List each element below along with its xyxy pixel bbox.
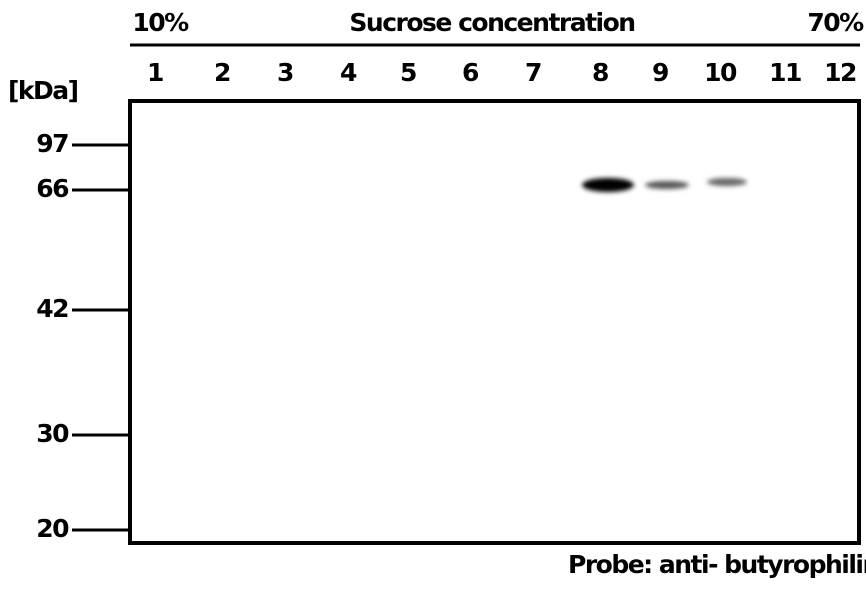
marker-label: 97	[36, 129, 68, 158]
lane-number: 10	[704, 58, 737, 87]
lane-number: 12	[824, 58, 856, 87]
lane-number: 4	[340, 58, 357, 87]
lane-number: 7	[525, 58, 541, 87]
lane-number: 5	[400, 58, 416, 87]
marker-label: 20	[36, 514, 69, 543]
lane-number: 2	[214, 58, 230, 87]
right-label: 70%	[807, 8, 864, 37]
lane-number: 11	[769, 58, 801, 87]
blot-membrane	[130, 101, 859, 543]
unit-label: [kDa]	[8, 76, 78, 105]
band-lane-10	[707, 178, 747, 186]
lane-number: 6	[462, 58, 479, 87]
blot-figure: 10% Sucrose concentration 70% [kDa] Prob…	[0, 0, 866, 587]
page: 10% Sucrose concentration 70% [kDa] Prob…	[0, 0, 866, 587]
marker-label: 66	[36, 174, 69, 203]
title: Sucrose concentration	[349, 8, 634, 37]
band-lane-9	[645, 181, 689, 189]
marker-label: 30	[36, 419, 69, 448]
lane-number: 1	[147, 58, 163, 87]
lane-number: 8	[592, 58, 608, 87]
left-label: 10%	[132, 8, 189, 37]
lane-number: 9	[652, 58, 668, 87]
marker-label: 42	[36, 294, 68, 323]
band-lane-8	[582, 178, 634, 192]
probe-label: Probe: anti- butyrophilin	[568, 550, 866, 579]
lane-number: 3	[277, 58, 293, 87]
